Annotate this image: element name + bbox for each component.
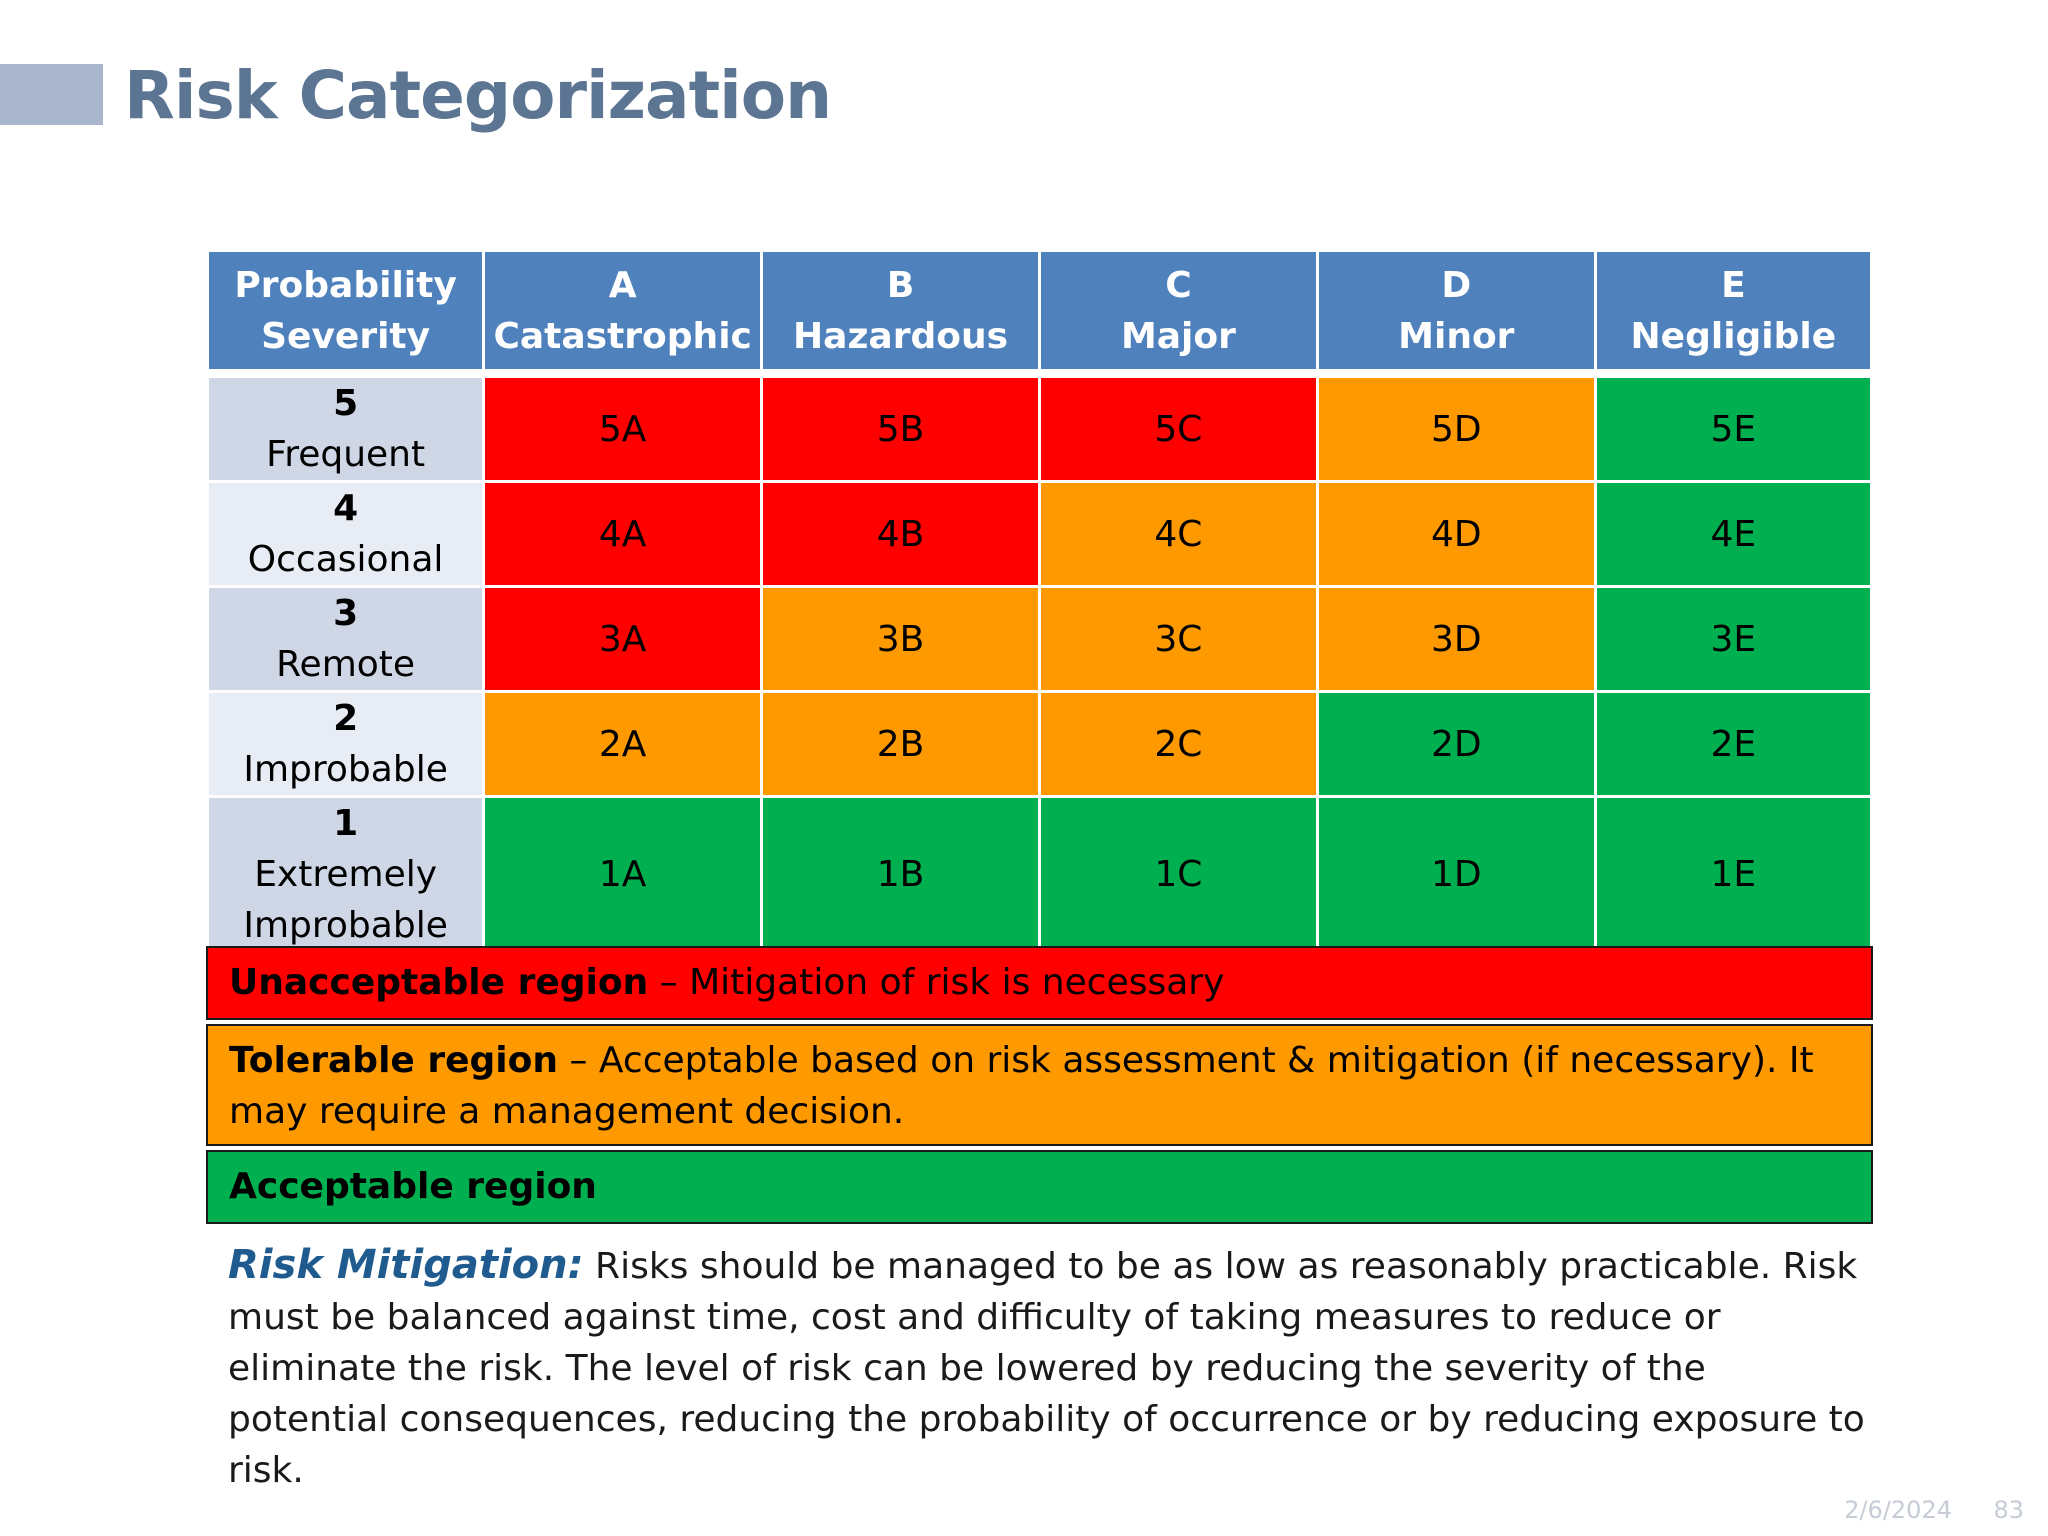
probability-level: 4 [333, 488, 359, 529]
risk-cell-3c: 3C [1040, 588, 1316, 690]
title-accent-bar [0, 64, 103, 125]
risk-cell-3b: 3B [763, 588, 1038, 690]
risk-cell-5e: 5E [1596, 378, 1870, 480]
severity-label: Negligible [1630, 315, 1837, 357]
legend-tolerable-text: – Acceptable based on risk assessment & … [229, 1040, 1814, 1132]
legend-tolerable-title: Tolerable region [229, 1040, 559, 1081]
legend-tolerable: Tolerable region – Acceptable based on r… [206, 1024, 1873, 1146]
risk-cell-5d: 5D [1318, 378, 1594, 480]
header-row: Probability Severity A Catastrophic B Ha… [209, 252, 1870, 375]
risk-cell-2c: 2C [1040, 693, 1316, 795]
probability-header: 3 Remote [209, 588, 483, 690]
risk-cell-4d: 4D [1318, 483, 1594, 585]
severity-label: Hazardous [793, 315, 1009, 357]
risk-cell-1c: 1C [1040, 798, 1316, 951]
severity-header-d: D Minor [1318, 252, 1594, 375]
legend-unacceptable-title: Unacceptable region [229, 962, 649, 1003]
probability-level: 2 [333, 698, 359, 739]
probability-header: 2 Improbable [209, 693, 483, 795]
risk-mitigation-text: Risks should be managed to be as low as … [228, 1246, 1865, 1491]
severity-header-b: B Hazardous [763, 252, 1038, 375]
severity-label: Minor [1398, 315, 1515, 357]
severity-header-a: A Catastrophic [485, 252, 761, 375]
probability-row-5: 5 Frequent 5A 5B 5C 5D 5E [209, 378, 1870, 480]
corner-header: Probability Severity [209, 252, 483, 375]
risk-mitigation-paragraph: Risk Mitigation: Risks should be managed… [228, 1240, 1873, 1496]
risk-cell-1e: 1E [1596, 798, 1870, 951]
probability-label: Remote [276, 644, 416, 685]
legend-acceptable-title: Acceptable region [229, 1166, 597, 1207]
risk-cell-3d: 3D [1318, 588, 1594, 690]
risk-cell-4e: 4E [1596, 483, 1870, 585]
risk-cell-2b: 2B [763, 693, 1038, 795]
risk-cell-5c: 5C [1040, 378, 1316, 480]
legend-unacceptable-text: – Mitigation of risk is necessary [648, 962, 1225, 1003]
corner-severity-label: Severity [261, 315, 431, 357]
severity-letter: E [1721, 264, 1746, 306]
probability-level: 3 [333, 593, 359, 634]
page-number: 83 [1993, 1496, 2024, 1524]
probability-label: Improbable [243, 749, 448, 790]
severity-letter: B [886, 264, 915, 306]
probability-header: 5 Frequent [209, 378, 483, 480]
page-title: Risk Categorization [124, 57, 832, 134]
probability-row-1: 1 Extremely Improbable 1A 1B 1C 1D 1E [209, 798, 1870, 951]
risk-cell-2d: 2D [1318, 693, 1594, 795]
legend-acceptable: Acceptable region [206, 1150, 1873, 1224]
severity-letter: A [608, 264, 637, 306]
risk-matrix: Probability Severity A Catastrophic B Ha… [206, 249, 1873, 954]
risk-cell-5a: 5A [485, 378, 761, 480]
risk-cell-5b: 5B [763, 378, 1038, 480]
risk-cell-2e: 2E [1596, 693, 1870, 795]
probability-row-4: 4 Occasional 4A 4B 4C 4D 4E [209, 483, 1870, 585]
probability-level: 1 [333, 803, 359, 844]
probability-label: Extremely [254, 854, 438, 895]
risk-cell-1b: 1B [763, 798, 1038, 951]
risk-cell-1d: 1D [1318, 798, 1594, 951]
probability-label: Occasional [247, 539, 444, 580]
severity-letter: C [1165, 264, 1192, 306]
severity-letter: D [1441, 264, 1472, 306]
severity-header-e: E Negligible [1596, 252, 1870, 375]
corner-probability-label: Probability [234, 264, 457, 306]
risk-cell-4b: 4B [763, 483, 1038, 585]
risk-mitigation-lead: Risk Mitigation: [228, 1242, 584, 1288]
legend-unacceptable: Unacceptable region – Mitigation of risk… [206, 946, 1873, 1020]
probability-header: 1 Extremely Improbable [209, 798, 483, 951]
probability-row-3: 3 Remote 3A 3B 3C 3D 3E [209, 588, 1870, 690]
probability-label: Improbable [243, 905, 448, 946]
probability-header: 4 Occasional [209, 483, 483, 585]
probability-label: Frequent [266, 434, 426, 475]
severity-label: Catastrophic [493, 315, 752, 357]
probability-level: 5 [333, 383, 359, 424]
severity-header-c: C Major [1040, 252, 1316, 375]
risk-cell-4a: 4A [485, 483, 761, 585]
probability-row-2: 2 Improbable 2A 2B 2C 2D 2E [209, 693, 1870, 795]
footer-date: 2/6/2024 [1844, 1496, 1952, 1524]
risk-cell-3e: 3E [1596, 588, 1870, 690]
risk-cell-1a: 1A [485, 798, 761, 951]
risk-cell-4c: 4C [1040, 483, 1316, 585]
severity-label: Major [1120, 315, 1236, 357]
risk-cell-3a: 3A [485, 588, 761, 690]
risk-cell-2a: 2A [485, 693, 761, 795]
